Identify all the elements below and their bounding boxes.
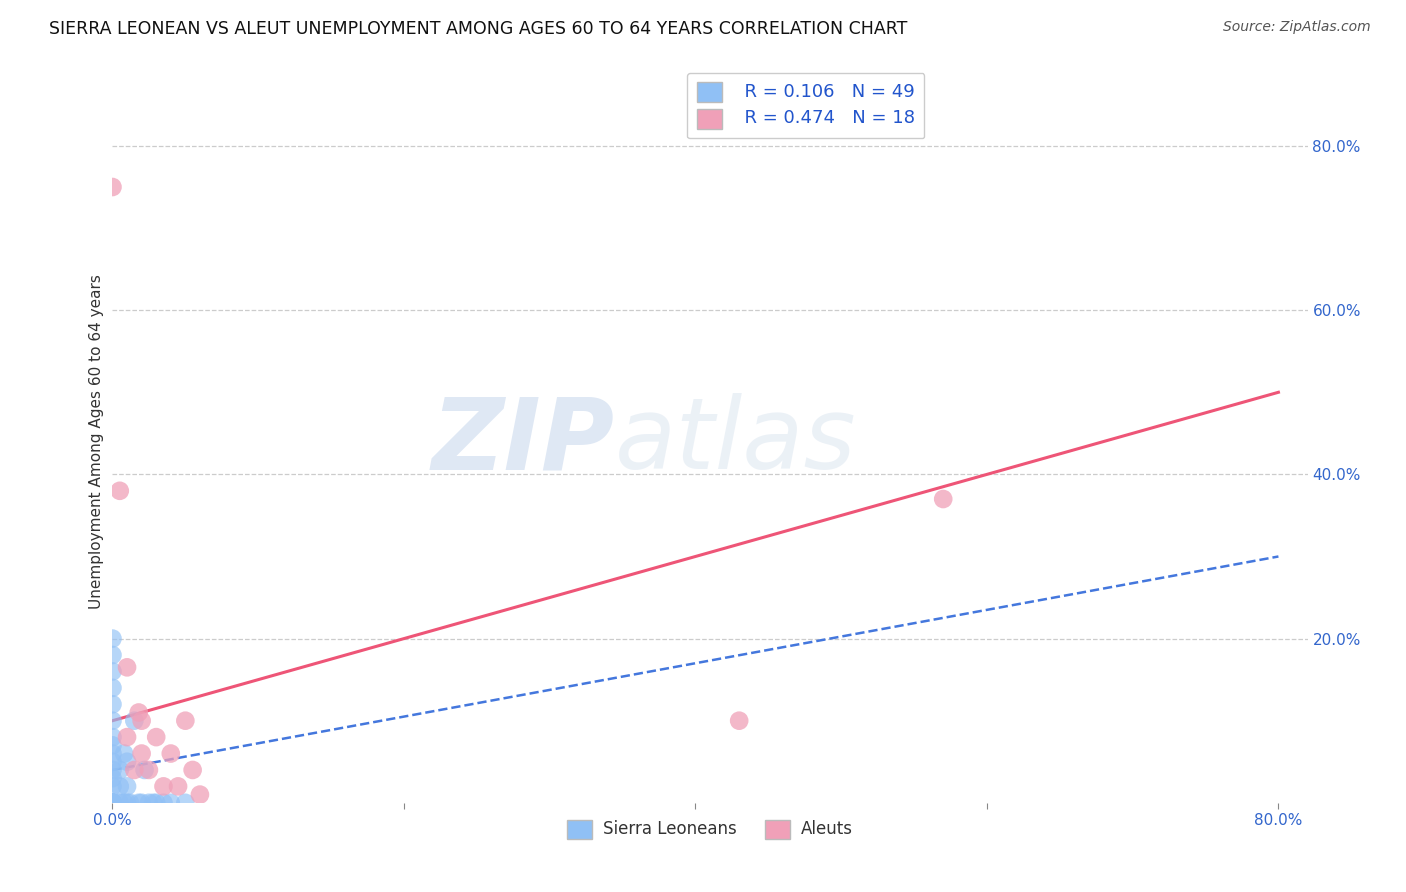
Point: [101, 796, 124, 810]
Point: [101, 796, 124, 810]
Point: [932, 491, 955, 506]
Point: [134, 763, 156, 777]
Point: [128, 796, 150, 810]
Point: [101, 755, 124, 769]
Point: [101, 796, 124, 810]
Point: [131, 747, 153, 761]
Text: atlas: atlas: [614, 393, 856, 490]
Point: [101, 796, 124, 810]
Point: [101, 665, 124, 679]
Point: [138, 796, 160, 810]
Point: [101, 796, 124, 810]
Point: [101, 796, 124, 810]
Point: [101, 780, 124, 794]
Point: [181, 763, 204, 777]
Text: ZIP: ZIP: [432, 393, 614, 490]
Point: [108, 763, 131, 777]
Point: [101, 796, 124, 810]
Point: [108, 483, 131, 498]
Point: [142, 796, 165, 810]
Point: [101, 796, 124, 810]
Point: [101, 747, 124, 761]
Point: [131, 796, 153, 810]
Y-axis label: Unemployment Among Ages 60 to 64 years: Unemployment Among Ages 60 to 64 years: [89, 274, 104, 609]
Point: [167, 780, 190, 794]
Point: [101, 771, 124, 785]
Point: [131, 714, 153, 728]
Point: [101, 698, 124, 712]
Point: [115, 780, 138, 794]
Point: [112, 796, 135, 810]
Point: [101, 796, 124, 810]
Text: Source: ZipAtlas.com: Source: ZipAtlas.com: [1223, 20, 1371, 34]
Point: [108, 796, 131, 810]
Point: [159, 796, 181, 810]
Point: [101, 681, 124, 695]
Point: [115, 755, 138, 769]
Point: [159, 747, 181, 761]
Point: [145, 796, 167, 810]
Point: [101, 739, 124, 753]
Point: [101, 796, 124, 810]
Point: [101, 632, 124, 646]
Point: [101, 796, 124, 810]
Point: [115, 730, 138, 744]
Point: [101, 796, 124, 810]
Point: [101, 714, 124, 728]
Point: [101, 648, 124, 662]
Point: [101, 796, 124, 810]
Point: [115, 796, 138, 810]
Point: [145, 730, 167, 744]
Point: [101, 796, 124, 810]
Point: [124, 714, 146, 728]
Point: [118, 796, 141, 810]
Point: [728, 714, 751, 728]
Point: [101, 763, 124, 777]
Point: [174, 714, 197, 728]
Point: [101, 180, 124, 194]
Text: SIERRA LEONEAN VS ALEUT UNEMPLOYMENT AMONG AGES 60 TO 64 YEARS CORRELATION CHART: SIERRA LEONEAN VS ALEUT UNEMPLOYMENT AMO…: [49, 20, 908, 37]
Point: [152, 780, 174, 794]
Point: [115, 660, 138, 674]
Point: [101, 796, 124, 810]
Point: [108, 780, 131, 794]
Point: [101, 796, 124, 810]
Legend: Sierra Leoneans, Aleuts: Sierra Leoneans, Aleuts: [560, 813, 860, 847]
Point: [138, 763, 160, 777]
Point: [188, 788, 211, 802]
Point: [101, 796, 124, 810]
Point: [152, 796, 174, 810]
Point: [174, 796, 197, 810]
Point: [101, 730, 124, 744]
Point: [128, 706, 150, 720]
Point: [112, 747, 135, 761]
Point: [124, 763, 146, 777]
